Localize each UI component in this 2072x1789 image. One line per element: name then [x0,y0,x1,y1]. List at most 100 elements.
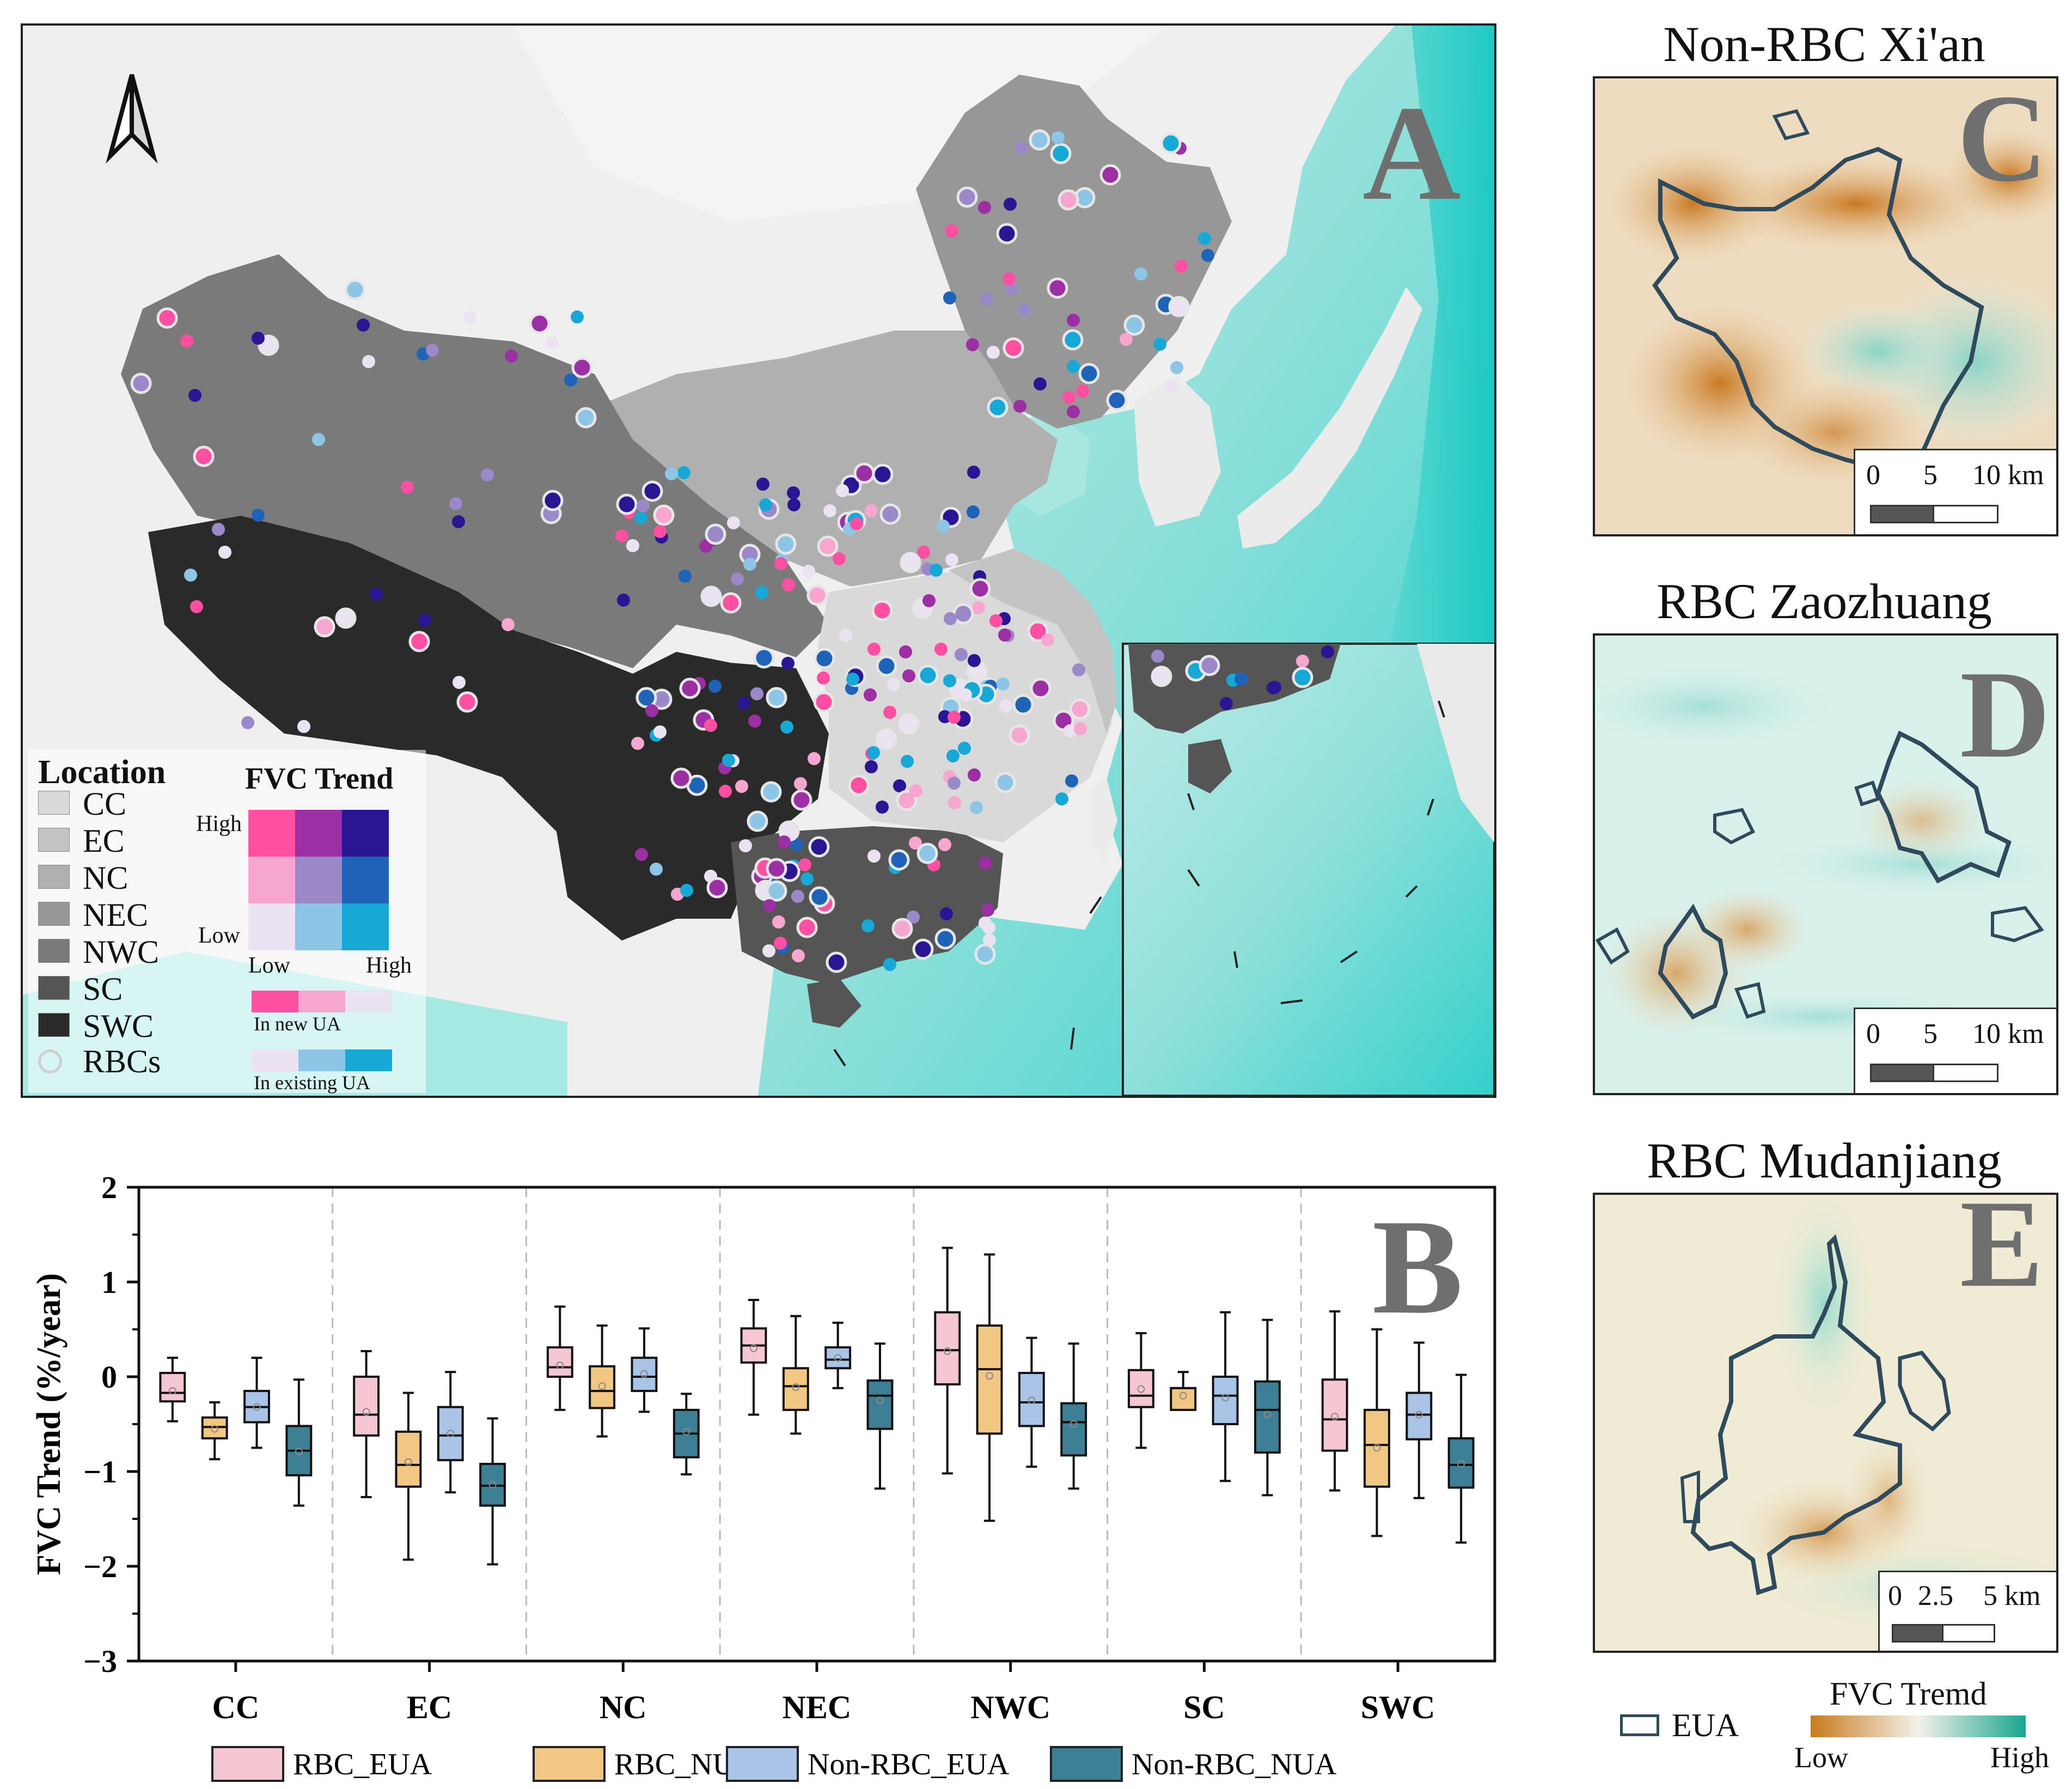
mean-marker [1415,1411,1423,1419]
city-dot [722,754,735,767]
city-dot [1003,272,1016,285]
y-tick-label: −3 [83,1644,117,1679]
mudanjiang-fvc-map [1595,1195,2056,1651]
city-dot [370,588,383,601]
city-dot [418,614,431,627]
inset-hainan [1188,739,1232,793]
city-dot [791,890,804,903]
city-dot [645,704,658,717]
y-axis-label: FVC Trend (%/year) [30,1273,68,1576]
x-tick-label-cc: CC [212,1689,260,1725]
box-non-rbc_eua-nc [631,1327,658,1413]
mean-marker [488,1481,497,1489]
city-dot [156,307,178,329]
region-nwc [121,254,829,668]
city-dot [1013,400,1026,413]
city-dot [787,486,800,499]
scalebar-d: 0 5 10 km [1854,1008,2056,1093]
city-dot [1076,384,1089,398]
city-dot [796,917,818,938]
city-dot [813,691,835,713]
city-dot [883,958,896,971]
city-dot [850,517,863,530]
city-dot [641,480,663,502]
city-dot [970,801,983,814]
scale-c-1: 5 [1923,460,1937,491]
city-dot [1062,329,1084,351]
city-dot [1321,645,1334,658]
city-dot [864,688,877,701]
city-dot [184,569,197,582]
city-dot [1268,681,1281,694]
city-dot [826,951,847,973]
box-rbc_eua-ec [353,1350,380,1498]
city-dot [808,752,821,765]
city-dot [909,837,922,850]
box-non-rbc_nua-nc [673,1393,700,1476]
iqr-box [1447,1437,1475,1489]
region-swatch-nec [38,902,70,926]
city-dot [1009,724,1030,746]
y-tick-label: −1 [83,1454,117,1489]
city-dot [408,631,430,652]
box-non-rbc_nua-cc [285,1378,313,1507]
city-dot [727,516,740,529]
city-dot [750,687,763,700]
city-dot [665,467,678,480]
map-panel-a: Location CC EC NC NEC NWC SC SWC RBCs FVC Tren… [21,23,1496,1098]
city-dot [766,880,787,902]
city-dot [952,603,974,625]
eua-legend-label: EUA [1672,1707,1739,1743]
city-dot [1067,314,1080,327]
region-label-ec: EC [83,823,125,859]
fvc-gradient-bar [1811,1715,2026,1737]
city-dot [1018,303,1031,316]
box-groups [159,1247,1475,1566]
city-dot [1069,698,1091,720]
city-dot [218,546,231,559]
y-tick-label: 0 [101,1359,117,1395]
iqr-box [437,1406,464,1462]
existing-ua-cell-0 [252,1049,298,1071]
city-dot [737,697,750,710]
region-label-nc: NC [83,860,129,896]
city-dot [938,710,951,723]
city-dot [252,332,265,345]
city-dot [700,585,722,607]
city-dot [972,601,985,614]
iqr-box [353,1376,380,1437]
legend-label: Non-RBC_NUA [1132,1748,1337,1781]
city-dot [780,721,793,734]
city-dot [705,523,726,545]
city-dot [719,785,732,798]
city-dot [999,700,1012,713]
bivariate-cell-0-1 [295,810,342,857]
city-dot [959,688,972,701]
city-dot [800,872,814,886]
existing-ua-bar [252,1049,392,1071]
mean-marker [750,1344,758,1352]
region-swatch-nc [38,865,70,889]
new-ua-cell-2 [345,991,392,1012]
city-dot [794,777,807,790]
city-dot [774,557,787,570]
city-dot [817,671,830,685]
bivariate-axis-high: High [196,811,242,837]
bivariate-x-low: Low [248,953,290,978]
city-dot [806,584,828,606]
city-dot [1168,296,1190,317]
city-dot [1160,132,1182,154]
city-dot [934,928,956,950]
city-dot [463,311,476,324]
city-dot [748,715,761,728]
city-dot [546,337,559,350]
region-swatch-swc [38,1013,70,1037]
panel-e-title: RBC Mudanjiang [1647,1133,2002,1188]
eua-boundary-xian [1652,146,1984,473]
city-dot [680,884,693,897]
city-dot [1201,249,1214,262]
box-non-rbc_eua-ec [437,1371,464,1494]
city-dot [1151,665,1172,687]
mean-marker [792,1383,800,1391]
nine-dash [1187,700,1445,1004]
